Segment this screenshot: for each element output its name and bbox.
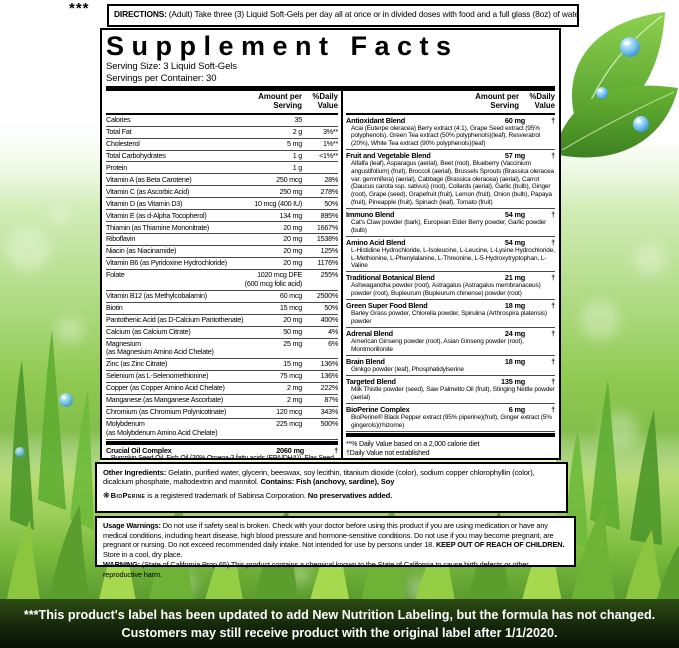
usage-warnings-label: Usage Warnings: — [103, 521, 161, 530]
nutrient-row: Cholesterol 5 mg 1%** — [106, 139, 338, 151]
nutrient-row: Vitamin C (as Ascorbic Acid) 250 mg 278% — [106, 186, 338, 199]
california-warning: WARNING: (State of California Prop 65) T… — [103, 559, 529, 579]
nutrient-row: Vitamin B6 (as Pyridoxine Hydrochloride)… — [106, 258, 338, 271]
other-ingredients-text: Other Ingredients: Gelatin, purified wat… — [103, 468, 535, 487]
divider-bar — [346, 433, 555, 438]
blend-ingredients: Milk Thistle powder (seed), Saw Palmetto… — [351, 386, 555, 402]
servings-per-container: Servings per Container: 30 — [106, 72, 217, 84]
directions-box: DIRECTIONS: (Adult) Take three (3) Liquid… — [107, 4, 579, 27]
trademark-line: ❋BioPerine is a registered trademark of … — [103, 490, 393, 500]
column-divider — [341, 91, 343, 458]
facts-right-column: Amount per Serving %Daily Value Antioxid… — [343, 91, 555, 458]
directions-text: (Adult) Take three (3) Liquid Soft-Gels … — [168, 9, 579, 19]
label-update-marker: *** — [69, 0, 90, 17]
nutrient-row: Magnesium (as Magnesium Amino Acid Chelat… — [106, 339, 338, 360]
leaf-icon — [554, 12, 678, 158]
dv-footnote: **% Daily Value based on a 2,000 calorie… — [346, 440, 480, 449]
nutrient-row: Selenium (as L-Selenomethionine) 75 mcg 13… — [106, 371, 338, 384]
blend-ingredients: Acai (Euterpe oleracea) Berry extract (4… — [351, 124, 541, 147]
nutrient-row: Calcium (as Calcium Citrate) 50 mg 4% — [106, 327, 338, 339]
blend-row: Traditional Botanical Blend 21 mg † Ashwaga… — [346, 272, 555, 301]
usage-warnings-box: Usage Warnings: Do not use if safety sea… — [95, 516, 576, 579]
nutrient-row: Vitamin A (as Beta Carotene) 250 mcg 28% — [106, 174, 338, 187]
keep-out-text: KEEP OUT OF REACH OF CHILDREN. — [435, 540, 565, 550]
warnings-paragraph: Usage Warnings: Do not use if safety sea… — [103, 521, 565, 560]
facts-left-column: Amount per Serving %Daily Value Calories… — [106, 91, 341, 460]
nutrient-row: Copper (as Copper Amino Acid Chelate) 2 m… — [106, 383, 338, 396]
blend-row: Antioxidant Blend 60 mg † Acai (Euterpe ole… — [346, 115, 555, 151]
blend-row: Brain Blend 18 mg † Ginkgo powder (leaf), P… — [346, 356, 555, 377]
nutrient-row: Total Fat 2 g 3%** — [106, 127, 338, 139]
right-rows: Antioxidant Blend 60 mg † Acai (Euterpe ole… — [346, 115, 555, 433]
nutrient-row: Pantothenic Acid (as D-Calcium Pantothen… — [106, 315, 338, 327]
bokeh-highlights — [6, 205, 666, 604]
nutrient-row: Thiamin (as Thiamine Mononitrate) 20 mg 16… — [106, 222, 338, 235]
blend-ingredients: Cat's Claw powder (bark), European Elder… — [351, 218, 547, 234]
blend-row: Green Super Food Blend 18 mg † Barley Grass… — [346, 300, 555, 329]
column-header: Amount per Serving %Daily Value — [346, 91, 555, 115]
blend-row: Amino Acid Blend 54 mg † L-Histidine Hydroc… — [346, 237, 555, 273]
left-rows: Calories 35 Total Fat 2 g 3%** Cholesterol 5 m… — [106, 115, 338, 440]
dagger-footnote: †Daily Value not established — [346, 449, 430, 458]
banner-line2: Customers may still receive product with… — [121, 626, 558, 640]
other-ingredients-box: Other Ingredients: Gelatin, purified wat… — [95, 462, 568, 513]
oil-complex-row: Crucial Oil Complex 2060 mg † — [106, 445, 338, 455]
divider-bar — [106, 440, 338, 445]
blend-row: Fruit and Vegetable Blend 57 mg † Alfalfa (… — [346, 150, 555, 209]
nutrient-row: Total Carbohydrates 1 g <1%** — [106, 151, 338, 163]
blend-ingredients: BioPerine® Black Pepper extract (95% pip… — [351, 414, 552, 429]
nutrient-row: Vitamin B12 (as Methylcobalamin) 60 mcg 25… — [106, 291, 338, 303]
no-preservatives: No preservatives added. — [307, 490, 393, 500]
blend-row: BioPerine Complex 6 mg † BioPerine® Black P… — [346, 404, 555, 433]
nutrient-row: Protein 1 g — [106, 162, 338, 175]
blend-ingredients: L-Histidine Hydrochloride, L-Isoleucine,… — [351, 246, 555, 270]
nutrient-row: Calories 35 — [106, 115, 338, 127]
nutrient-row: Vitamin E (as d-Alpha Tocopherol) 134 mg 8… — [106, 210, 338, 223]
nutrient-row: Molybdenum (as Molybdenum Amino Acid Chel… — [106, 419, 338, 440]
blend-ingredients: American Ginseng powder (root), Asian Gi… — [351, 338, 524, 353]
nutrient-row: Vitamin D (as Vitamin D3) 10 mcg (400 IU)… — [106, 198, 338, 211]
water-drop-icon — [15, 37, 649, 457]
label-update-banner: ***This product's label has been updated… — [0, 599, 679, 648]
blend-row: Immuno Blend 54 mg † Cat's Claw powder (bar… — [346, 209, 555, 237]
directions-label: DIRECTIONS: — [114, 9, 167, 19]
sabinsa-logo-icon: ❋ — [103, 490, 110, 500]
nutrient-row: Chromium (as Chromium Polynicotinate) 120… — [106, 407, 338, 420]
blend-row: Adrenal Blend 24 mg † American Ginseng powd… — [346, 328, 555, 357]
divider-bar — [106, 86, 555, 91]
other-ingredients-label: Other Ingredients: — [103, 468, 167, 477]
supplement-facts-panel: Supplement Facts Serving Size: 3 Liquid … — [100, 28, 561, 460]
blend-ingredients: Barley Grass powder, Chlorella powder, S… — [351, 310, 547, 326]
blend-ingredients: Ginkgo powder (leaf), Phosphatidylserine — [351, 366, 464, 374]
bioperine-name: BioPerine — [110, 490, 146, 500]
supplement-facts-title: Supplement Facts — [106, 31, 459, 61]
column-header: Amount per Serving %Daily Value — [106, 91, 338, 115]
nutrient-row: Riboflavin 20 mg 1538% — [106, 234, 338, 247]
contains-statement: Contains: Fish (anchovy, sardine), Soy — [260, 477, 395, 487]
footnotes: **% Daily Value based on a 2,000 calorie… — [346, 438, 555, 458]
blend-row: Targeted Blend 135 mg † Milk Thistle powder… — [346, 376, 555, 405]
banner-line1: ***This product's label has been updated… — [23, 608, 656, 622]
blend-ingredients: Alfalfa (leaf), Asparagus (aerial), Beet… — [351, 160, 554, 206]
nutrient-row: Zinc (as Zinc Citrate) 15 mg 136% — [106, 359, 338, 372]
blend-ingredients: Ashwagandha powder (root), Astragalus (A… — [351, 282, 541, 298]
serving-size: Serving Size: 3 Liquid Soft-Gels — [106, 61, 237, 72]
nutrient-row: Biotin 15 mcg 50% — [106, 303, 338, 315]
nutrient-row: Niacin (as Niacinamide) 20 mg 125% — [106, 246, 338, 259]
california-warning-label: WARNING: — [103, 559, 140, 569]
oil-complex-ingredients: Pumpkin Seed Oil, Fish Oil (30% Omega-3 … — [111, 454, 334, 460]
nutrient-row: Manganese (as Manganese Ascorbate) 2 mg 87… — [106, 395, 338, 408]
nutrient-row: Folate 1020 mcg DFE (600 mcg folic acid) 25… — [106, 270, 338, 291]
